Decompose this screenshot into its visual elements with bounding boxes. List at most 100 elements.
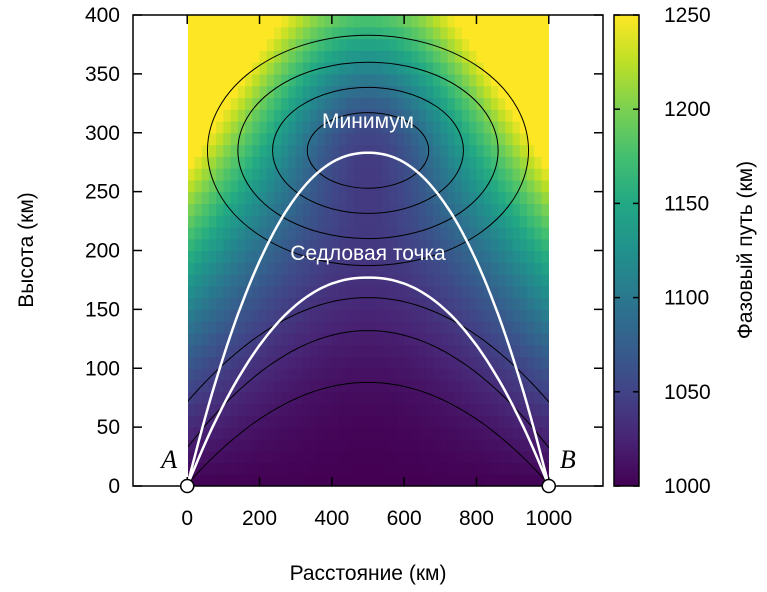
heatmap-cell xyxy=(201,38,210,51)
heatmap-cell xyxy=(418,62,427,75)
heatmap-cell xyxy=(527,332,535,346)
heatmap-cell xyxy=(188,85,196,99)
heatmap-cell xyxy=(339,380,347,393)
heatmap-cell xyxy=(281,191,290,205)
heatmap-cell xyxy=(454,109,463,122)
heatmap-cell xyxy=(396,332,405,346)
heatmap-cell xyxy=(353,191,362,205)
heatmap-cell xyxy=(389,321,398,334)
heatmap-cell xyxy=(324,38,333,51)
heatmap-cell xyxy=(266,26,275,40)
heatmap-cell xyxy=(302,179,311,193)
heatmap-cell xyxy=(483,73,492,87)
heatmap-cell xyxy=(498,62,506,75)
heatmap-cell xyxy=(469,50,478,63)
heatmap-cell xyxy=(425,15,434,28)
heatmap-cell xyxy=(302,285,311,299)
heatmap-cell xyxy=(375,191,384,205)
heatmap-cell xyxy=(216,38,224,51)
heatmap-cell xyxy=(440,450,449,464)
heatmap-cell xyxy=(201,238,210,252)
heatmap-cell xyxy=(490,109,499,122)
heatmap-cell xyxy=(490,85,499,99)
heatmap-cell xyxy=(411,26,420,40)
heatmap-cell xyxy=(418,403,427,416)
heatmap-cell xyxy=(230,203,239,216)
heatmap-cell xyxy=(360,132,369,146)
heatmap-cell xyxy=(490,380,499,393)
heatmap-cell xyxy=(208,238,217,252)
heatmap-cell xyxy=(368,73,376,87)
heatmap-cell xyxy=(237,380,246,393)
heatmap-cell xyxy=(512,450,521,464)
heatmap-cell xyxy=(245,238,253,252)
heatmap-cell xyxy=(302,368,311,381)
heatmap-cell xyxy=(519,73,528,87)
heatmap-cell xyxy=(245,344,253,358)
heatmap-cell xyxy=(447,321,456,334)
heatmap-cell xyxy=(317,120,326,134)
heatmap-cell xyxy=(259,132,268,146)
heatmap-cell xyxy=(447,62,456,75)
heatmap-cell xyxy=(404,368,412,381)
heatmap-cell xyxy=(252,368,261,381)
heatmap-cell xyxy=(310,450,318,464)
heatmap-cell xyxy=(490,226,499,240)
heatmap-cell xyxy=(208,250,217,263)
heatmap-cell xyxy=(505,50,514,63)
heatmap-cell xyxy=(512,391,521,405)
heatmap-cell xyxy=(498,450,506,464)
heatmap-cell xyxy=(469,415,478,428)
heatmap-cell xyxy=(194,285,203,299)
heatmap-cell xyxy=(201,427,210,440)
heatmap-cell xyxy=(541,215,549,228)
heatmap-cell xyxy=(462,50,470,63)
heatmap-cell xyxy=(295,274,304,287)
heatmap-cell xyxy=(188,274,196,287)
heatmap-cell xyxy=(440,120,449,134)
heatmap-cell xyxy=(295,321,304,334)
heatmap-cell xyxy=(418,191,427,205)
heatmap-cell xyxy=(295,309,304,322)
heatmap-cell xyxy=(462,250,470,263)
heatmap-cell xyxy=(375,215,384,228)
heatmap-cell xyxy=(266,380,275,393)
heatmap-cell xyxy=(440,50,449,63)
heatmap-cell xyxy=(237,274,246,287)
heatmap-cell xyxy=(216,226,224,240)
heatmap-cell xyxy=(505,85,514,99)
heatmap-cell xyxy=(194,415,203,428)
heatmap-cell xyxy=(447,474,456,486)
heatmap-cell xyxy=(216,50,224,63)
heatmap-cell xyxy=(476,215,485,228)
heatmap-cell xyxy=(404,450,412,464)
heatmap-cell xyxy=(288,38,297,51)
heatmap-cell xyxy=(389,191,398,205)
heatmap-cell xyxy=(281,97,290,110)
heatmap-cell xyxy=(346,73,355,87)
heatmap-cell xyxy=(188,191,196,205)
heatmap-cell xyxy=(534,427,543,440)
heatmap-cell xyxy=(505,109,514,122)
heatmap-cell xyxy=(223,427,232,440)
heatmap-cell xyxy=(252,356,261,369)
heatmap-cell xyxy=(411,203,420,216)
heatmap-cell xyxy=(237,97,246,110)
heatmap-cell xyxy=(259,297,268,310)
heatmap-cell xyxy=(295,391,304,405)
heatmap-cell xyxy=(317,26,326,40)
heatmap-cell xyxy=(425,120,434,134)
heatmap-cell xyxy=(188,179,196,193)
heatmap xyxy=(188,15,549,486)
heatmap-cell xyxy=(266,62,275,75)
heatmap-cell xyxy=(201,50,210,63)
heatmap-cell xyxy=(288,262,297,275)
heatmap-cell xyxy=(454,191,463,205)
heatmap-cell xyxy=(353,132,362,146)
heatmap-cell xyxy=(396,215,405,228)
heatmap-cell xyxy=(411,109,420,122)
heatmap-cell xyxy=(389,462,398,475)
heatmap-cell xyxy=(447,73,456,87)
heatmap-cell xyxy=(266,332,275,346)
heatmap-cell xyxy=(188,38,196,51)
